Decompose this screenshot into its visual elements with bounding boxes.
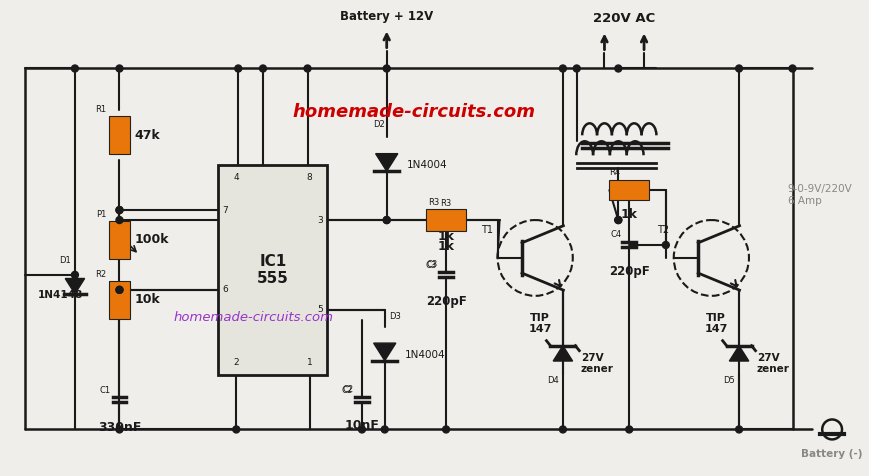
FancyBboxPatch shape <box>218 165 327 375</box>
Circle shape <box>788 65 795 72</box>
Text: R3: R3 <box>440 199 451 208</box>
Circle shape <box>116 65 123 72</box>
Circle shape <box>383 65 389 72</box>
Text: Battery + 12V: Battery + 12V <box>340 10 433 23</box>
Text: 220pF: 220pF <box>425 295 466 308</box>
Text: C3: C3 <box>427 260 438 269</box>
Circle shape <box>116 207 123 214</box>
Circle shape <box>383 217 389 224</box>
Circle shape <box>381 426 388 433</box>
Circle shape <box>358 426 365 433</box>
Text: 1N4148: 1N4148 <box>37 290 83 300</box>
Circle shape <box>614 217 621 224</box>
Circle shape <box>116 287 123 293</box>
Text: 10k: 10k <box>134 293 160 307</box>
Text: 10nF: 10nF <box>344 419 379 433</box>
Circle shape <box>559 65 566 72</box>
Polygon shape <box>375 154 397 171</box>
Text: C2: C2 <box>342 386 353 395</box>
Circle shape <box>116 287 123 293</box>
Text: 1k: 1k <box>437 230 454 243</box>
Text: C3: C3 <box>426 261 437 270</box>
Text: D1: D1 <box>59 256 71 265</box>
Text: 47k: 47k <box>134 129 160 142</box>
Text: 6: 6 <box>222 285 228 294</box>
Text: TIP
147: TIP 147 <box>527 313 551 334</box>
Circle shape <box>614 65 621 72</box>
Text: R2: R2 <box>96 270 107 279</box>
Text: 220V AC: 220V AC <box>593 11 654 25</box>
Text: TIP
147: TIP 147 <box>704 313 727 334</box>
Text: D4: D4 <box>547 376 558 385</box>
Circle shape <box>71 65 78 72</box>
Text: T2: T2 <box>656 225 668 235</box>
Bar <box>426 209 466 231</box>
Circle shape <box>735 426 741 433</box>
Circle shape <box>116 207 123 214</box>
Circle shape <box>235 65 242 72</box>
Bar <box>109 281 130 319</box>
Text: 220pF: 220pF <box>608 265 649 278</box>
Circle shape <box>116 217 123 224</box>
Polygon shape <box>553 346 572 361</box>
Text: D5: D5 <box>722 376 734 385</box>
Text: C1: C1 <box>99 386 110 395</box>
Bar <box>109 221 130 259</box>
Polygon shape <box>65 278 84 294</box>
Text: 27V
zener: 27V zener <box>756 353 789 375</box>
Text: 1: 1 <box>306 357 312 367</box>
Text: C4: C4 <box>609 230 620 239</box>
Text: 27V
zener: 27V zener <box>580 353 613 375</box>
Circle shape <box>573 65 580 72</box>
Text: D3: D3 <box>388 312 400 321</box>
Text: 7: 7 <box>222 206 228 215</box>
Circle shape <box>116 426 123 433</box>
Text: R4: R4 <box>608 168 620 177</box>
Text: 1k: 1k <box>437 240 454 253</box>
Text: 2: 2 <box>233 357 239 367</box>
Text: 9-0-9V/220V
6 Amp: 9-0-9V/220V 6 Amp <box>786 184 852 206</box>
Circle shape <box>559 426 566 433</box>
Text: 8: 8 <box>306 173 312 182</box>
Text: C2: C2 <box>342 385 354 394</box>
Circle shape <box>233 426 240 433</box>
Circle shape <box>383 217 389 224</box>
Text: 1N4004: 1N4004 <box>406 160 447 170</box>
Text: 3: 3 <box>317 216 323 225</box>
Text: 4: 4 <box>233 173 239 182</box>
Text: 1N4004: 1N4004 <box>404 350 445 360</box>
Circle shape <box>735 65 741 72</box>
Text: P1: P1 <box>96 210 107 219</box>
Bar <box>109 116 130 154</box>
Text: R3: R3 <box>428 198 439 207</box>
Circle shape <box>303 65 310 72</box>
Circle shape <box>71 271 78 278</box>
Text: Battery (-): Battery (-) <box>800 449 862 459</box>
Circle shape <box>259 65 266 72</box>
Circle shape <box>614 217 621 224</box>
Circle shape <box>625 426 632 433</box>
Text: homemade-circuits.com: homemade-circuits.com <box>292 103 535 121</box>
Text: 1k: 1k <box>620 208 637 221</box>
Circle shape <box>442 426 449 433</box>
Bar <box>608 180 648 200</box>
Text: IC1
555: IC1 555 <box>256 254 289 286</box>
Text: D2: D2 <box>373 120 384 129</box>
Text: R1: R1 <box>96 105 107 114</box>
Text: T1: T1 <box>481 225 492 235</box>
Text: 330nF: 330nF <box>97 421 141 435</box>
Text: homemade-circuits.com: homemade-circuits.com <box>174 311 334 324</box>
Text: 100k: 100k <box>134 234 169 247</box>
Polygon shape <box>373 343 395 361</box>
Polygon shape <box>728 346 748 361</box>
Circle shape <box>661 241 668 248</box>
Text: 5: 5 <box>317 305 323 314</box>
